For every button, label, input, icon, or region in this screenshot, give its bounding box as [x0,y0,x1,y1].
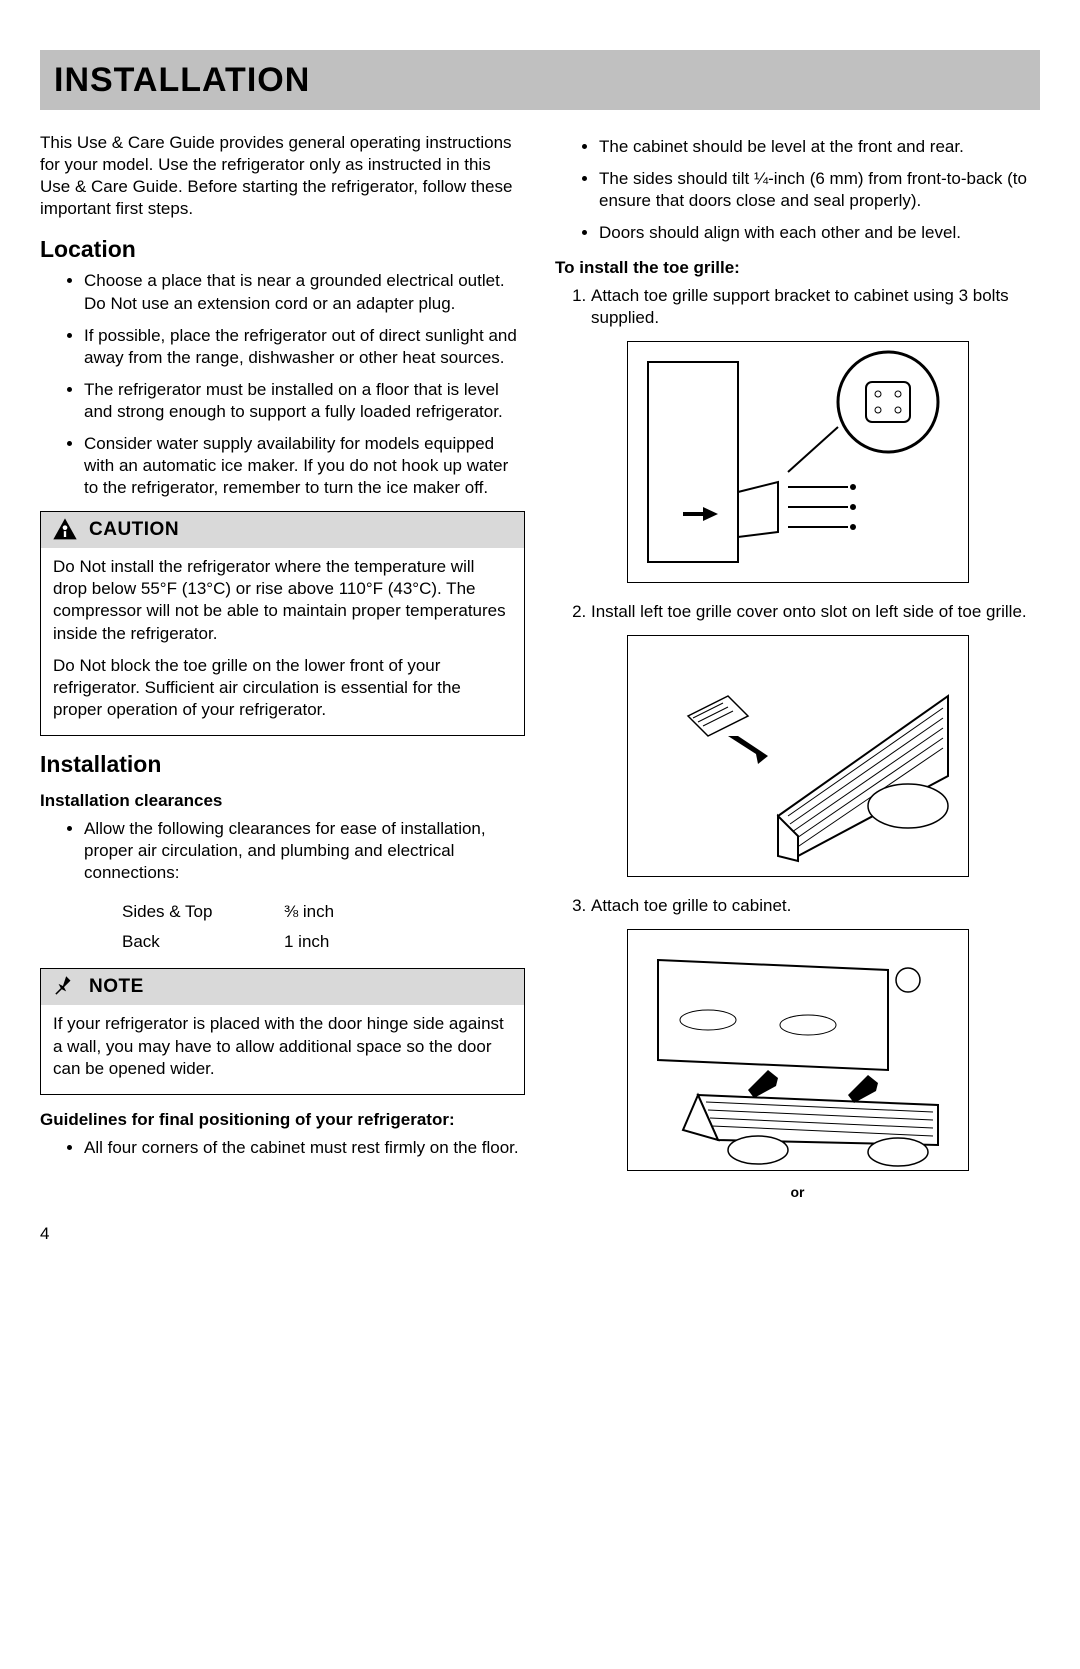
clearances-subheading: Installation clearances [40,790,525,812]
guidelines-list-right: The cabinet should be level at the front… [555,136,1040,244]
or-separator: or [555,1183,1040,1201]
caution-body: Do Not install the refrigerator where th… [41,548,524,735]
guideline-item: All four corners of the cabinet must res… [84,1137,525,1159]
caution-callout: CAUTION Do Not install the refrigerator … [40,511,525,736]
table-row: Back 1 inch [122,928,334,956]
caution-paragraph: Do Not block the toe grille on the lower… [53,655,512,721]
right-column: The cabinet should be level at the front… [555,132,1040,1201]
note-body: If your refrigerator is placed with the … [41,1005,524,1093]
clearance-label: Sides & Top [122,898,282,926]
caution-header: CAUTION [41,512,524,548]
location-heading: Location [40,235,525,265]
caution-title: CAUTION [89,518,179,543]
location-item: Consider water supply availability for m… [84,433,525,499]
location-item: If possible, place the refrigerator out … [84,325,525,369]
pin-icon [51,973,79,1001]
location-item: Choose a place that is near a grounded e… [84,270,525,314]
figure-cover [627,635,969,877]
clearance-value: ⅜ inch [284,898,334,926]
location-list: Choose a place that is near a grounded e… [40,270,525,499]
two-column-layout: This Use & Care Guide provides general o… [40,132,1040,1201]
clearance-intro-list: Allow the following clearances for ease … [40,818,525,884]
step-item: Attach toe grille to cabinet. [591,895,1040,917]
section-header-bar: INSTALLATION [40,50,1040,110]
page-number: 4 [40,1223,1040,1245]
clearance-value: 1 inch [284,928,334,956]
clearance-table: Sides & Top ⅜ inch Back 1 inch [120,896,336,958]
guideline-item: The sides should tilt ¼-inch (6 mm) from… [599,168,1040,212]
caution-paragraph: Do Not install the refrigerator where th… [53,556,512,644]
toe-grille-steps-2: Install left toe grille cover onto slot … [555,601,1040,623]
clearance-label: Back [122,928,282,956]
toe-grille-steps-3: Attach toe grille to cabinet. [555,895,1040,917]
note-header: NOTE [41,969,524,1005]
toe-grille-heading: To install the toe grille: [555,257,1040,279]
guideline-item: The cabinet should be level at the front… [599,136,1040,158]
guidelines-heading: Guidelines for final positioning of your… [40,1109,525,1131]
figure-attach [627,929,969,1171]
guidelines-list-left: All four corners of the cabinet must res… [40,1137,525,1159]
clearance-intro: Allow the following clearances for ease … [84,818,525,884]
intro-paragraph: This Use & Care Guide provides general o… [40,132,525,220]
note-callout: NOTE If your refrigerator is placed with… [40,968,525,1094]
installation-heading: Installation [40,750,525,780]
guideline-item: Doors should align with each other and b… [599,222,1040,244]
section-title: INSTALLATION [54,58,1026,102]
table-row: Sides & Top ⅜ inch [122,898,334,926]
note-paragraph: If your refrigerator is placed with the … [53,1013,512,1079]
location-item: The refrigerator must be installed on a … [84,379,525,423]
left-column: This Use & Care Guide provides general o… [40,132,525,1201]
figure-bracket [627,341,969,583]
toe-grille-steps: Attach toe grille support bracket to cab… [555,285,1040,329]
caution-icon [51,516,79,544]
note-title: NOTE [89,975,144,1000]
step-item: Install left toe grille cover onto slot … [591,601,1040,623]
step-item: Attach toe grille support bracket to cab… [591,285,1040,329]
